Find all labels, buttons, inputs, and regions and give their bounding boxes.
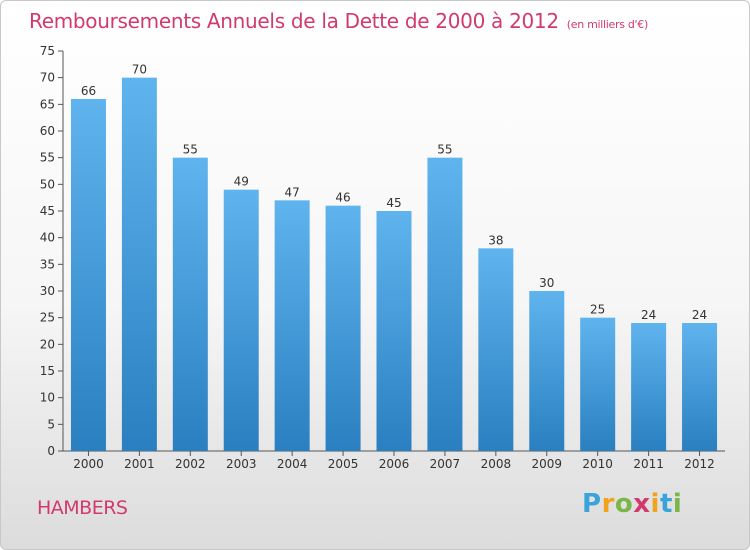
- x-tick-label: 2004: [277, 457, 308, 471]
- bar: [172, 157, 208, 451]
- chart-unit: (en milliers d'€): [566, 18, 648, 31]
- x-tick-label: 2003: [226, 457, 257, 471]
- bar-value-label: 70: [132, 63, 147, 77]
- bar: [121, 77, 157, 452]
- bar: [580, 317, 616, 451]
- bar-value-label: 30: [539, 276, 554, 290]
- y-tick-label: 60: [40, 124, 55, 138]
- y-tick-label: 65: [40, 97, 55, 111]
- x-tick-label: 2012: [684, 457, 715, 471]
- bar: [70, 99, 106, 451]
- x-tick-label: 2010: [582, 457, 613, 471]
- y-tick-label: 5: [47, 417, 55, 431]
- logo-letter: o: [614, 489, 634, 519]
- bar-value-label: 55: [437, 143, 452, 157]
- y-tick-label: 15: [40, 364, 55, 378]
- y-tick-label: 70: [40, 71, 55, 85]
- chart-title-text: Remboursements Annuels de la Dette de 20…: [29, 9, 559, 33]
- bar-value-label: 38: [488, 233, 503, 247]
- x-tick-label: 2007: [430, 457, 461, 471]
- bar-value-label: 45: [386, 196, 401, 210]
- bar-value-label: 47: [285, 185, 300, 199]
- x-tick-label: 2002: [175, 457, 206, 471]
- bar: [274, 200, 310, 451]
- bar-value-label: 55: [183, 143, 198, 157]
- x-tick-label: 2006: [379, 457, 410, 471]
- x-tick-label: 2005: [328, 457, 359, 471]
- proxiti-logo: Proxiti: [582, 489, 682, 519]
- bar: [223, 189, 259, 451]
- bar: [682, 323, 718, 451]
- bar-value-label: 46: [335, 191, 350, 205]
- bar: [631, 323, 667, 451]
- bar: [478, 248, 514, 451]
- logo-letter: r: [601, 489, 615, 519]
- x-tick-label: 2008: [481, 457, 512, 471]
- y-tick-label: 55: [40, 151, 55, 165]
- commune-name: HAMBERS: [37, 497, 128, 519]
- y-tick-label: 75: [40, 44, 55, 58]
- bar-value-label: 24: [692, 308, 707, 322]
- y-tick-label: 45: [40, 204, 55, 218]
- bar-value-label: 66: [81, 84, 96, 98]
- y-tick-label: 10: [40, 391, 55, 405]
- chart-title: Remboursements Annuels de la Dette de 20…: [29, 9, 648, 33]
- bar: [325, 205, 361, 451]
- bar: [427, 157, 463, 451]
- bar-value-label: 25: [590, 303, 605, 317]
- bar: [376, 211, 412, 451]
- logo-letter: i: [672, 489, 683, 519]
- x-tick-label: 2000: [73, 457, 104, 471]
- y-tick-label: 50: [40, 177, 55, 191]
- y-tick-label: 25: [40, 311, 55, 325]
- x-tick-label: 2011: [633, 457, 664, 471]
- y-tick-label: 20: [40, 337, 55, 351]
- logo-letter: t: [659, 489, 673, 519]
- y-tick-label: 0: [47, 444, 55, 458]
- bar-value-label: 49: [234, 175, 249, 189]
- logo-letter: P: [582, 489, 602, 519]
- logo-letter: i: [650, 489, 660, 519]
- bar-value-label: 24: [641, 308, 656, 322]
- y-tick-label: 30: [40, 284, 55, 298]
- y-tick-label: 35: [40, 257, 55, 271]
- y-tick-label: 40: [40, 231, 55, 245]
- bar: [529, 291, 565, 451]
- x-tick-label: 2009: [531, 457, 562, 471]
- logo-letter: x: [633, 489, 651, 519]
- x-tick-label: 2001: [124, 457, 155, 471]
